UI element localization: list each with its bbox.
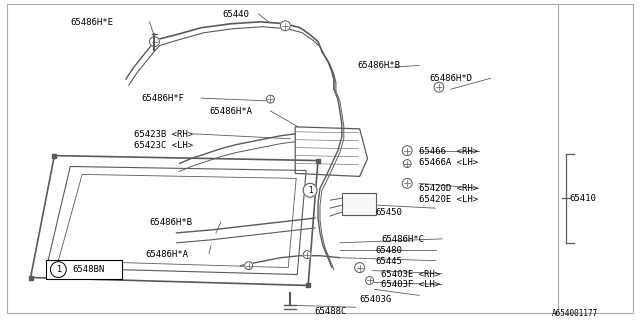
Bar bbox=[47, 260, 122, 279]
Circle shape bbox=[355, 263, 365, 273]
Circle shape bbox=[51, 262, 67, 277]
Text: 65423C <LH>: 65423C <LH> bbox=[134, 141, 193, 150]
Text: 65403G: 65403G bbox=[360, 295, 392, 304]
Text: 65403F <LH>: 65403F <LH> bbox=[381, 281, 440, 290]
Bar bbox=[342, 193, 376, 215]
Circle shape bbox=[434, 82, 444, 92]
Circle shape bbox=[266, 95, 275, 103]
Text: 65486H*B: 65486H*B bbox=[358, 61, 401, 70]
Text: 65466A <LH>: 65466A <LH> bbox=[419, 157, 478, 167]
Text: 65486H*B: 65486H*B bbox=[150, 218, 193, 227]
Text: 65420E <LH>: 65420E <LH> bbox=[419, 195, 478, 204]
Text: 65486H*D: 65486H*D bbox=[429, 74, 472, 83]
Circle shape bbox=[403, 160, 411, 167]
Text: 65450: 65450 bbox=[376, 208, 403, 217]
Circle shape bbox=[303, 251, 311, 259]
Circle shape bbox=[150, 37, 159, 47]
Text: 65403E <RH>: 65403E <RH> bbox=[381, 269, 440, 279]
Text: 65486H*A: 65486H*A bbox=[209, 107, 252, 116]
Circle shape bbox=[403, 179, 412, 188]
Text: 65486H*A: 65486H*A bbox=[145, 250, 189, 259]
Text: A654001177: A654001177 bbox=[552, 309, 598, 318]
Text: 65440: 65440 bbox=[223, 10, 250, 19]
Text: 65466  <RH>: 65466 <RH> bbox=[419, 147, 478, 156]
Text: 65480: 65480 bbox=[376, 246, 403, 255]
Circle shape bbox=[244, 262, 253, 269]
Text: 65420D <RH>: 65420D <RH> bbox=[419, 184, 478, 193]
Text: 1: 1 bbox=[56, 265, 61, 274]
Text: 65410: 65410 bbox=[570, 194, 596, 203]
Text: 65486H*E: 65486H*E bbox=[70, 18, 113, 27]
Circle shape bbox=[365, 276, 374, 284]
Text: 1: 1 bbox=[308, 186, 312, 195]
Text: 65486H*F: 65486H*F bbox=[141, 94, 184, 103]
Text: 65445: 65445 bbox=[376, 257, 403, 266]
Circle shape bbox=[403, 146, 412, 156]
Circle shape bbox=[303, 183, 317, 197]
Text: 6548BN: 6548BN bbox=[72, 265, 104, 274]
Text: 65488C: 65488C bbox=[314, 307, 346, 316]
Text: 65423B <RH>: 65423B <RH> bbox=[134, 130, 193, 139]
Circle shape bbox=[280, 21, 291, 31]
Text: 65486H*C: 65486H*C bbox=[381, 235, 424, 244]
